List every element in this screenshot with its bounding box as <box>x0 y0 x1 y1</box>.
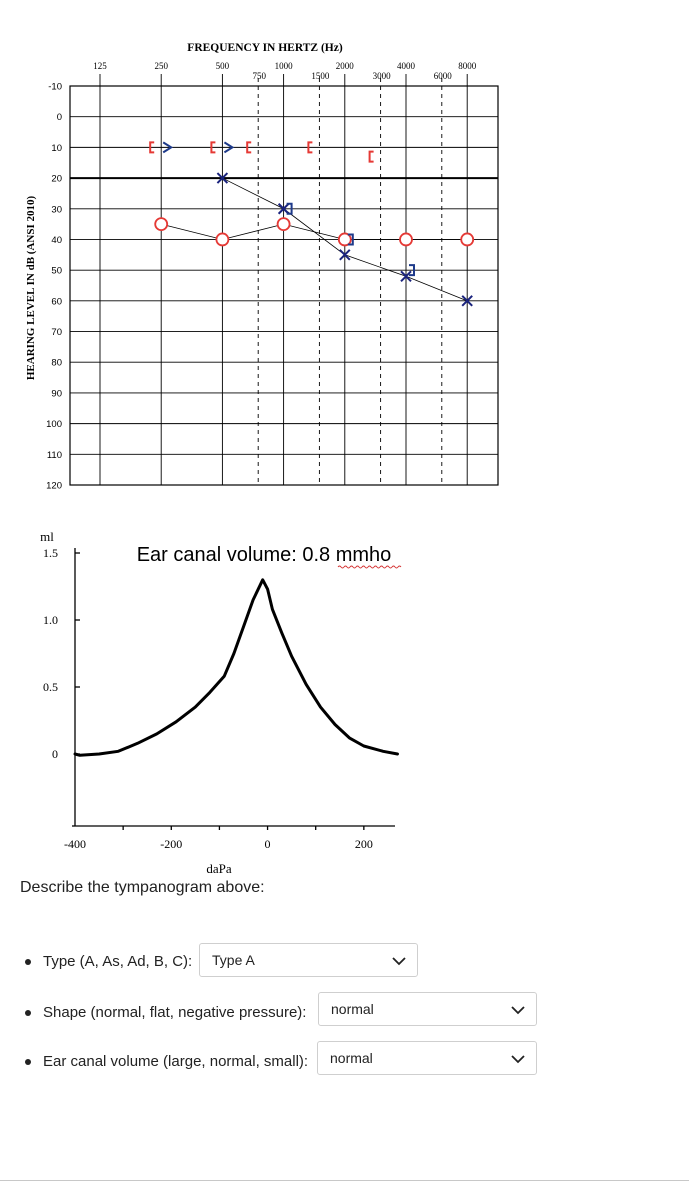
audiogram-y-tick-label: -10 <box>48 82 62 93</box>
audiogram-y-tick-label: 100 <box>46 419 62 430</box>
audiogram-marker-o <box>215 232 230 247</box>
audiogram-y-tick-label: 120 <box>46 481 62 492</box>
bottom-divider <box>0 1180 689 1181</box>
tympanogram-chart: Ear canal volume: 0.8 mmho ml daPa 1.51.… <box>40 529 402 876</box>
audiogram-marker-bracket-left <box>149 141 155 154</box>
audiogram-marker-gt <box>223 141 235 154</box>
audiogram-marker-x <box>339 249 351 261</box>
shape-select-value: normal <box>331 1001 374 1017</box>
bullet <box>25 1009 31 1016</box>
audiogram-x-tick-label-mid: 6000 <box>434 71 453 81</box>
audiogram-chart: FREQUENCY IN HERTZ (Hz) HEARING LEVEL IN… <box>25 42 499 492</box>
spellcheck-underline <box>337 565 402 569</box>
tympanogram-x-tick-label: 200 <box>355 837 373 851</box>
audiogram-marker-bracket-left <box>368 150 374 163</box>
tympanogram-y-tick-label: 0 <box>52 747 58 761</box>
type-select-value: Type A <box>212 952 255 968</box>
volume-select[interactable]: normal <box>317 1041 537 1075</box>
audiogram-title: FREQUENCY IN HERTZ (Hz) <box>187 42 343 54</box>
audiogram-marker-bracket-left <box>307 141 313 154</box>
audiogram-markers <box>149 141 475 307</box>
audiogram-marker-bracket-right <box>286 202 293 215</box>
audiogram-x-tick-label-mid: 750 <box>252 71 266 81</box>
tympanogram-y-axis-label: ml <box>40 529 54 544</box>
audiogram-y-tick-label: 60 <box>51 296 62 307</box>
question-item-label: Type (A, As, Ad, B, C): <box>43 953 193 970</box>
audiogram-marker-bracket-left <box>210 141 216 154</box>
tympanogram-curve <box>73 578 399 757</box>
chevron-down-icon <box>511 1006 525 1015</box>
tympanogram-axes <box>72 548 395 830</box>
audiogram-x-tick-label-mid: 3000 <box>373 71 392 81</box>
chevron-down-icon <box>511 1055 525 1064</box>
audiogram-y-tick-label: 70 <box>51 327 62 338</box>
audiogram-series-line <box>161 223 468 240</box>
question-item-shape: Shape (normal, flat, negative pressure): <box>25 1004 306 1021</box>
audiogram-x-tick-label: 125 <box>93 61 107 71</box>
audiogram-marker-x <box>216 172 229 184</box>
audiogram-y-tick-label: 40 <box>51 235 62 246</box>
audiogram-y-tick-label: 50 <box>51 266 62 277</box>
audiogram-marker-bracket-right <box>347 233 354 246</box>
audiogram-x-tick-label: 2000 <box>336 61 355 71</box>
audiogram-x-tick-label: 1000 <box>275 61 294 71</box>
question-item-label: Shape (normal, flat, negative pressure): <box>43 1004 307 1021</box>
audiogram-marker-bracket-right <box>409 264 415 277</box>
type-select[interactable]: Type A <box>199 943 418 977</box>
question-item-label: Ear canal volume (large, normal, small): <box>43 1053 309 1070</box>
question-item-type: Type (A, As, Ad, B, C): <box>25 953 192 970</box>
audiogram-marker-gt <box>162 141 174 154</box>
question-item-volume: Ear canal volume (large, normal, small): <box>25 1053 308 1070</box>
question-prompt: Describe the tympanogram above: <box>20 879 265 896</box>
audiogram-marker-x <box>277 203 290 215</box>
tympanogram-y-tick-label: 0.5 <box>43 680 58 694</box>
tympanogram-y-tick-label: 1.0 <box>43 613 58 627</box>
audiogram-y-tick-label: 110 <box>47 450 62 461</box>
audiogram-grid <box>69 74 499 486</box>
volume-select-value: normal <box>330 1050 373 1066</box>
audiogram-y-axis-label: HEARING LEVEL IN dB (ANSI 2010) <box>25 196 37 381</box>
audiogram-marker-o <box>276 217 291 232</box>
tympanogram-tick-labels: 1.5 1.0 0.5 0 -400 -200 0 200 <box>43 546 373 851</box>
tympanogram-x-tick-label: 0 <box>265 837 271 851</box>
audiogram-marker-o <box>154 217 169 232</box>
tympanogram-x-axis-label: daPa <box>206 861 232 876</box>
audiogram-x-tick-label: 500 <box>216 61 230 71</box>
audiogram-y-tick-label: 30 <box>51 204 62 215</box>
shape-select[interactable]: normal <box>318 992 537 1026</box>
audiogram-marker-o <box>399 232 413 247</box>
audiogram-x-tick-label: 8000 <box>458 61 477 71</box>
audiogram-marker-o <box>460 232 475 247</box>
chart-figure: FREQUENCY IN HERTZ (Hz) HEARING LEVEL IN… <box>25 42 499 876</box>
bullet <box>25 958 31 965</box>
audiogram-y-tick-label: 90 <box>51 388 62 399</box>
audiogram-marker-bracket-left <box>246 141 252 154</box>
tympanogram-title: Ear canal volume: 0.8 mmho <box>137 544 392 566</box>
audiogram-x-tick-label: 4000 <box>397 61 416 71</box>
bullet <box>25 1058 31 1065</box>
audiogram-marker-x <box>400 270 412 282</box>
audiogram-marker-o <box>337 232 352 247</box>
audiogram-y-tick-label: 20 <box>51 174 62 185</box>
chevron-down-icon <box>392 957 406 966</box>
tympanogram-y-tick-label: 1.5 <box>43 546 58 560</box>
audiogram-marker-x <box>461 295 473 307</box>
audiogram-y-tick-label: 10 <box>51 143 62 154</box>
audiogram-x-tick-label: 250 <box>154 61 168 71</box>
tympanogram-x-tick-label: -400 <box>64 837 86 851</box>
audiogram-tick-labels: -10 0 10 20 30 40 50 60 70 80 90 100 110 120 125 250 500… <box>46 61 477 492</box>
audiogram-y-tick-label: 80 <box>51 358 62 369</box>
audiogram-x-tick-label-mid: 1500 <box>311 71 330 81</box>
tympanogram-x-tick-label: -200 <box>160 837 182 851</box>
audiogram-y-tick-label: 0 <box>57 112 62 123</box>
